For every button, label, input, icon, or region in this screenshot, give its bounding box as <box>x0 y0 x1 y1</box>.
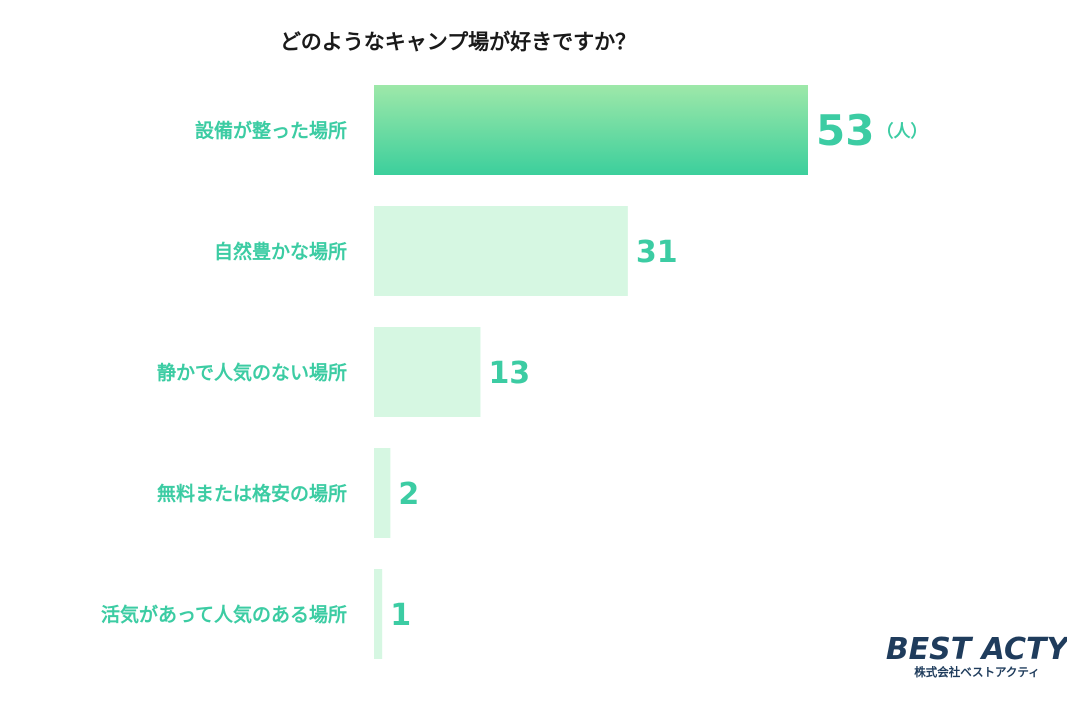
category-label: 設備が整った場所 <box>195 119 347 142</box>
bar <box>374 85 808 175</box>
unit-label: （人） <box>876 121 927 142</box>
value-label: 2 <box>398 477 419 512</box>
bar <box>374 327 481 417</box>
category-label: 自然豊かな場所 <box>214 240 347 263</box>
category-label: 活気があって人気のある場所 <box>101 603 347 626</box>
category-label: 静かで人気のない場所 <box>157 361 347 384</box>
bars-layer: 設備が整った場所 53 （人） 自然豊かな場所 31 静かで人気のない場所 13 無料または格… <box>101 85 927 659</box>
bar <box>374 448 391 538</box>
value-label: 13 <box>488 356 530 391</box>
value-label: 1 <box>390 598 411 633</box>
logo-wordmark: BEST ACTY <box>886 632 1067 667</box>
value-label: 53 <box>816 106 874 155</box>
logo-company-name: 株式会社ベストアクティ <box>914 665 1039 679</box>
chart-title: どのようなキャンプ場が好きですか？ <box>280 30 636 54</box>
bar <box>374 206 628 296</box>
bar <box>374 569 383 659</box>
category-label: 無料または格安の場所 <box>157 482 347 505</box>
value-label: 31 <box>636 235 678 270</box>
logo: BEST ACTY 株式会社ベストアクティ <box>886 632 1067 679</box>
